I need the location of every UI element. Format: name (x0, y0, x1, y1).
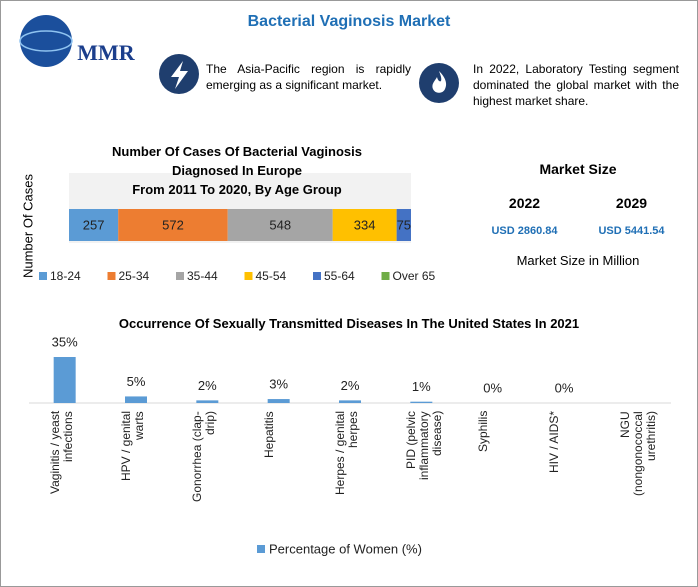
main-title: Bacterial Vaginosis Market (247, 13, 451, 30)
legend-label: 25-34 (119, 269, 150, 283)
chart-title: Number Of Cases Of Bacterial Vaginosis D… (51, 142, 423, 199)
chart-title: Occurrence Of Sexually Transmitted Disea… (118, 316, 580, 331)
legend-swatch (381, 272, 390, 280)
logo-text: MMR (77, 40, 136, 65)
year: 2029 (615, 195, 648, 211)
bar-segment (227, 209, 333, 241)
x-tick-label: Hepatitis (261, 411, 276, 458)
x-tick-label: Herpes / genital herpes (333, 411, 360, 496)
market-items: 2022 USD 2860.84 2029 USD 5441.54 (471, 195, 685, 237)
data-label: 1% (412, 379, 431, 394)
data-label: 5% (127, 374, 146, 389)
bar (125, 396, 147, 403)
x-tick-label: Vaginitis / yeast infections (47, 411, 75, 495)
data-label: 75 (397, 217, 411, 232)
icon-flame (432, 71, 447, 93)
legend-swatch (107, 272, 116, 280)
bar (53, 357, 76, 403)
legend-label: 45-54 (256, 269, 287, 283)
value: USD 5441.54 (598, 225, 665, 237)
logo-globe (20, 15, 72, 67)
market-note: Market Size in Million (516, 253, 640, 268)
bar-segment (118, 209, 228, 241)
bar-segment (69, 209, 119, 241)
legend-swatch (176, 272, 184, 280)
bar-segment (332, 209, 397, 241)
highlight: In 2022, Laboratory Testing segment domi… (473, 62, 679, 108)
x-tick-label: HPV / genital warts (119, 411, 146, 482)
data-label: 0% (483, 380, 502, 395)
data-label: 35% (52, 334, 78, 349)
bar-segment (396, 209, 411, 241)
highlight: The Asia-Pacific region is rapidly emerg… (206, 62, 411, 92)
legend-label: Percentage of Women (%) (269, 541, 422, 556)
year: 2022 (508, 195, 541, 211)
bar (339, 400, 361, 403)
x-tick-label: NGU (nongonococcal urethritis) (618, 411, 659, 496)
legend-label: 55-64 (324, 269, 355, 283)
market-size: Market Size 2022 USD 2860.84 2029 USD 5441… (471, 161, 685, 268)
data-label: 548 (269, 217, 291, 232)
subtitle: From 2011 To 2020, By Age Group (132, 182, 342, 197)
bar (410, 401, 433, 403)
legend-swatch (313, 272, 321, 280)
bar (196, 400, 219, 403)
x-tick-label: HIV / AIDS* (547, 411, 561, 474)
data-label: 2% (198, 378, 217, 393)
legend-label: 35-44 (187, 269, 218, 283)
market-item: 2022 USD 2860.84 (491, 195, 557, 237)
legend-label: 18-24 (50, 269, 81, 283)
data-label: 572 (162, 217, 184, 232)
data-label: 334 (354, 217, 376, 232)
data-label: 2% (341, 378, 360, 393)
data-label: 0% (555, 380, 574, 395)
market-item: 2029 USD 5441.54 (598, 195, 664, 237)
data-label: 3% (269, 376, 288, 391)
bar (267, 399, 290, 403)
market-title: Market Size (539, 161, 617, 177)
logo-ring (19, 30, 73, 52)
x-tick-label: Syphilis (475, 411, 490, 453)
legend-label: Over 65 (393, 269, 436, 283)
legend-swatch (244, 272, 253, 280)
value: USD 2860.84 (491, 225, 558, 237)
data-label: 257 (83, 217, 105, 232)
icon-bolt (171, 61, 188, 89)
x-tick-label: PID (pelvic inflammatory disease) (404, 411, 445, 480)
legend-swatch (257, 545, 265, 553)
x-tick-label: Gonorrhea (clap-drip) (190, 411, 218, 502)
y-axis-label: Number Of Cases (20, 173, 35, 278)
legend-swatch (39, 272, 47, 280)
title: Number Of Cases Of Bacterial Vaginosis D… (112, 144, 362, 178)
